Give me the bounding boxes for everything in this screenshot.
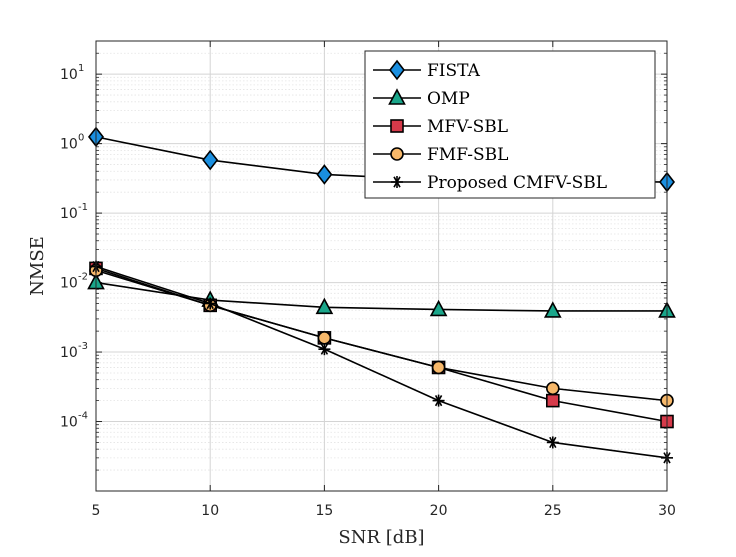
y-tick-exponent: 1	[78, 63, 84, 74]
x-axis-label: SNR [dB]	[338, 527, 424, 548]
plot-area-frame	[95, 40, 668, 492]
data-point-omp	[543, 301, 562, 318]
y-tick-base: 10	[60, 206, 78, 222]
legend-marker	[391, 176, 403, 188]
data-point-omp	[429, 299, 448, 317]
y-tick-label: 10 -2	[60, 272, 88, 292]
data-point-proposed-cmfv-sbl	[432, 394, 445, 407]
y-tick-exponent: 0	[78, 133, 84, 144]
y-tick-base: 10	[60, 67, 78, 83]
data-point-proposed-cmfv-sbl	[546, 436, 559, 449]
data-point-proposed-cmfv-sbl	[318, 343, 331, 356]
legend: FISTA OMP MFV-SBL FMF-SBL Proposed CMFV-SBL	[364, 50, 656, 199]
data-point-fmf-sbl	[431, 360, 446, 375]
y-tick-label: 10 1	[60, 63, 84, 83]
x-tick-label: 20	[430, 503, 448, 519]
y-tick-exponent: -3	[78, 341, 88, 352]
legend-entry-mfv-sbl: MFV-SBL	[373, 117, 508, 137]
data-point-mfv-sbl	[545, 393, 560, 408]
y-tick-base: 10	[60, 276, 78, 292]
x-tick-label: 15	[315, 503, 333, 519]
y-tick-exponent: -1	[78, 202, 88, 213]
legend-marker	[388, 59, 406, 81]
legend-label: OMP	[427, 89, 470, 109]
legend-marker	[390, 119, 404, 133]
series-line-fmf-sbl	[95, 269, 668, 402]
series-fmf-sbl	[89, 263, 674, 408]
legend-label: FMF-SBL	[427, 145, 508, 165]
legend-marker	[388, 88, 406, 105]
series-line-proposed-cmfv-sbl	[95, 265, 668, 459]
y-axis-label: NMSE	[27, 236, 48, 296]
legend-label: Proposed CMFV-SBL	[427, 173, 607, 193]
legend-entry-fmf-sbl: FMF-SBL	[373, 145, 508, 165]
x-tick-label: 30	[658, 503, 676, 519]
legend-entry-proposed-cmfv-sbl: Proposed CMFV-SBL	[373, 173, 607, 193]
y-tick-label: 10 -1	[60, 202, 88, 222]
y-tick-base: 10	[60, 137, 78, 153]
data-point-omp	[315, 297, 334, 315]
legend-box	[364, 50, 656, 199]
y-tick-exponent: -4	[78, 411, 88, 422]
x-tick-label: 25	[544, 503, 562, 519]
legend-marker	[390, 147, 404, 161]
data-point-fmf-sbl	[317, 331, 332, 345]
y-tick-label: 10 0	[60, 133, 84, 153]
y-tick-label: 10 -4	[60, 411, 88, 431]
data-point-fmf-sbl	[545, 381, 560, 396]
data-point-proposed-cmfv-sbl	[204, 297, 217, 310]
legend-label: FISTA	[427, 61, 481, 81]
data-point-fista	[316, 164, 333, 185]
y-tick-base: 10	[60, 345, 78, 361]
y-tick-base: 10	[60, 415, 78, 431]
x-tick-label: 10	[201, 503, 219, 519]
y-tick-exponent: -2	[78, 272, 88, 283]
legend-entry-omp: OMP	[373, 88, 470, 109]
data-point-fista	[202, 149, 219, 171]
x-tick-label: 5	[92, 503, 101, 519]
legend-label: MFV-SBL	[427, 117, 508, 137]
y-tick-label: 10 -3	[60, 341, 88, 361]
legend-entry-fista: FISTA	[373, 59, 481, 81]
